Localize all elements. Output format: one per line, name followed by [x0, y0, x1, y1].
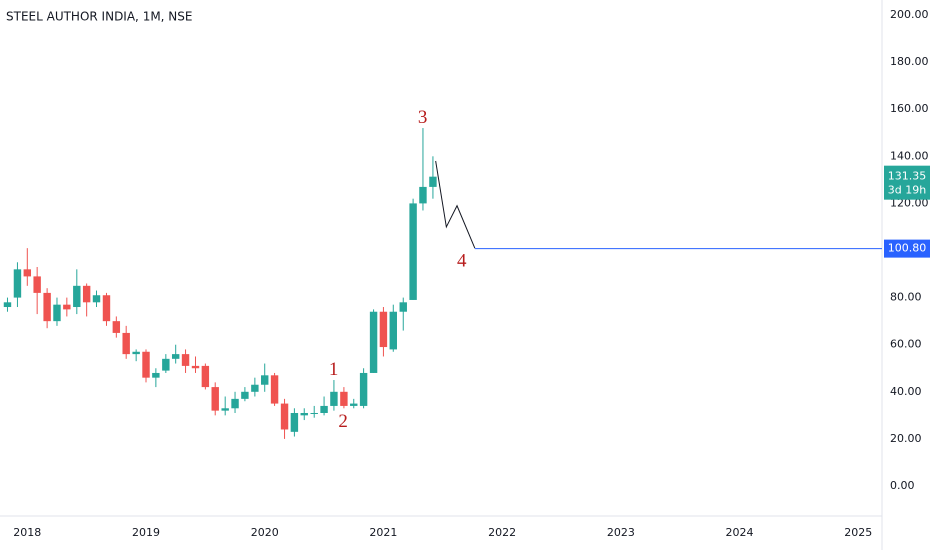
candle-body [23, 269, 32, 277]
candle-body [181, 354, 190, 366]
x-tick-label: 2024 [726, 526, 754, 539]
candle-body [33, 276, 41, 293]
candle-body [330, 391, 338, 406]
x-tick-label: 2018 [13, 526, 41, 539]
countdown-label: 3d 19h [888, 184, 926, 197]
candle-body [201, 365, 210, 388]
x-tick-label: 2020 [251, 526, 279, 539]
candle-body [122, 332, 130, 355]
y-tick-label: 140.00 [890, 149, 929, 162]
y-tick-label: 80.00 [890, 291, 922, 304]
candle-body [419, 186, 427, 204]
candle-body [340, 391, 348, 406]
y-tick-label: 160.00 [890, 102, 929, 115]
candle-body [290, 412, 299, 432]
candle-body [379, 311, 388, 348]
candle-body [231, 398, 239, 409]
y-tick-label: 40.00 [890, 385, 922, 398]
candle-body [320, 405, 328, 413]
wave-annotation: 4 [457, 251, 467, 272]
candle-body [359, 372, 368, 406]
candle-body [429, 176, 437, 187]
candle-body [162, 358, 170, 371]
candle-body [43, 292, 51, 322]
candle-body [280, 403, 289, 430]
candle-body [92, 295, 101, 303]
candle-body [270, 375, 279, 404]
candle-body [63, 304, 71, 310]
candle-body [73, 285, 81, 308]
candle-body [102, 295, 111, 322]
candle-body [261, 375, 269, 385]
x-tick-label: 2022 [488, 526, 516, 539]
candle-body [191, 365, 200, 369]
candle-body [399, 302, 407, 312]
candle-body [221, 408, 229, 411]
candle-body [300, 412, 308, 416]
candle-body [241, 391, 249, 399]
level-label-box [884, 239, 930, 258]
x-tick-label: 2025 [844, 526, 872, 539]
y-tick-label: 200.00 [890, 8, 929, 21]
candle-body [211, 387, 219, 411]
last-price-label: 131.35 [888, 170, 927, 183]
candle-body [350, 403, 358, 406]
candle-body [409, 203, 417, 300]
wave-line [435, 160, 476, 249]
chart-title: STEEL AUTHOR INDIA, 1M, NSE [6, 10, 192, 24]
x-tick-label: 2019 [132, 526, 160, 539]
candle-body [3, 302, 12, 308]
candle-body [13, 269, 22, 298]
wave-annotation: 2 [338, 411, 348, 432]
candle-body [171, 354, 180, 359]
candle-body [389, 311, 397, 350]
candle-body [142, 351, 150, 378]
candle-body [53, 304, 61, 322]
y-tick-label: 180.00 [890, 55, 929, 68]
candle-body [310, 412, 318, 414]
candle-body [112, 321, 121, 333]
y-tick-label: 60.00 [890, 338, 922, 351]
y-tick-label: 0.00 [890, 479, 915, 492]
candle-body [251, 384, 259, 392]
level-label: 100.80 [888, 242, 927, 255]
wave-annotation: 3 [418, 107, 428, 128]
x-tick-label: 2021 [369, 526, 397, 539]
y-tick-label: 20.00 [890, 432, 922, 445]
candle-body [369, 311, 378, 373]
candle-body [152, 372, 160, 378]
candle-body [82, 285, 91, 303]
last-price-box [884, 165, 930, 200]
candle-body [132, 351, 140, 355]
wave-annotation: 1 [329, 359, 339, 380]
x-tick-label: 2023 [607, 526, 635, 539]
